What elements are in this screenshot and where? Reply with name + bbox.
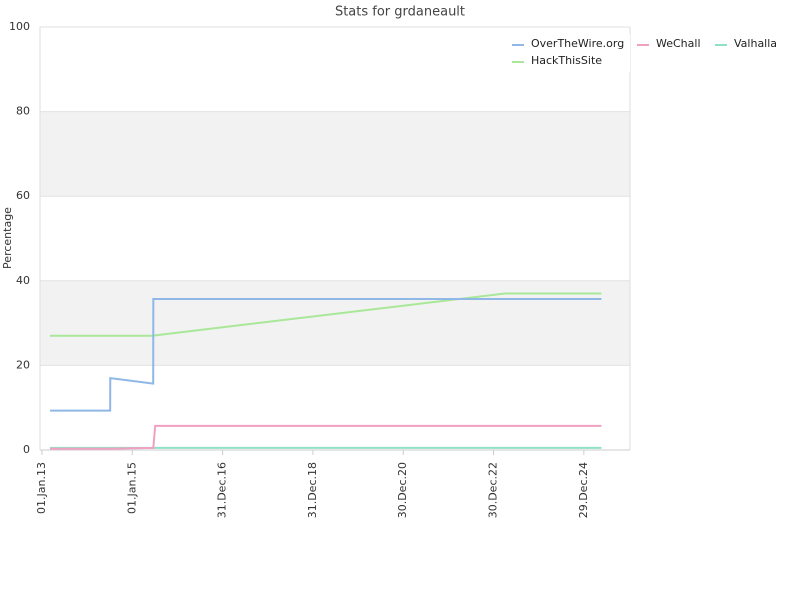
y-tick-label: 80: [16, 105, 30, 118]
series-line: [50, 424, 602, 450]
x-tick-label: 29.Dec.24: [577, 462, 590, 518]
y-tick-label: 40: [16, 274, 30, 287]
x-tick-label: 31.Dec.18: [306, 462, 319, 518]
plot-band: [40, 111, 630, 197]
x-tick-label: 01.Jan.15: [125, 462, 138, 514]
x-tick-label: 01.Jan.13: [35, 462, 48, 514]
y-tick-label: 100: [9, 20, 30, 33]
legend-box: [500, 34, 630, 72]
legend-label[interactable]: Valhalla: [734, 37, 777, 50]
x-tick-label: 30.Dec.20: [396, 462, 409, 518]
y-axis-label: Percentage: [1, 207, 14, 269]
plot-band: [40, 280, 630, 366]
legend-label[interactable]: WeChall: [656, 37, 701, 50]
x-tick-label: 31.Dec.16: [216, 462, 229, 518]
y-tick-label: 60: [16, 189, 30, 202]
x-tick-label: 30.Dec.22: [487, 462, 500, 518]
series-line: [50, 297, 602, 412]
legend-label[interactable]: OverTheWire.org: [531, 37, 624, 50]
chart-title: Stats for grdaneault: [335, 5, 465, 20]
y-tick-label: 0: [23, 443, 30, 456]
y-tick-label: 20: [16, 358, 30, 371]
legend-label[interactable]: HackThisSite: [531, 54, 602, 67]
